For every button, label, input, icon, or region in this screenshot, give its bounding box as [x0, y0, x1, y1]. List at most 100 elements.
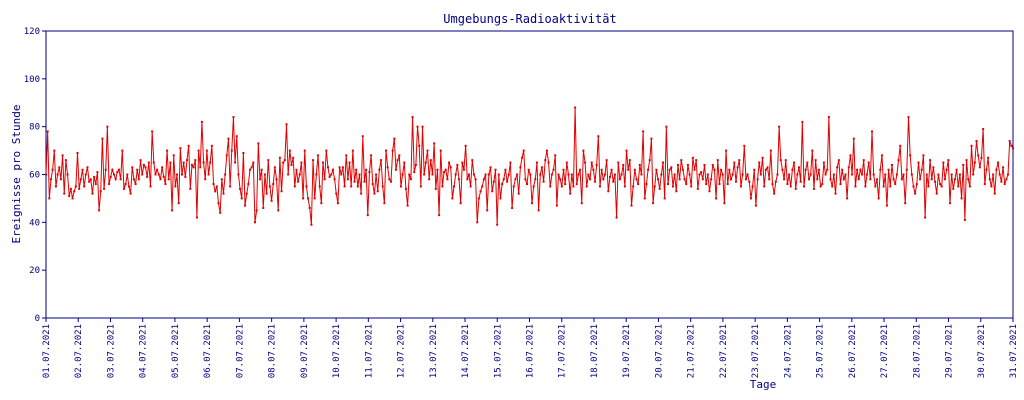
data-point — [89, 178, 92, 181]
data-point — [297, 180, 300, 183]
data-point — [176, 173, 179, 176]
data-point — [759, 173, 762, 176]
data-point — [963, 218, 966, 221]
data-point — [49, 178, 52, 181]
data-point — [434, 187, 437, 190]
data-point — [776, 173, 779, 176]
data-point — [356, 185, 359, 188]
data-point — [195, 216, 198, 219]
data-point — [700, 171, 703, 174]
data-point — [547, 161, 550, 164]
data-point — [199, 166, 202, 169]
data-point — [355, 168, 358, 171]
data-point — [1003, 183, 1006, 186]
data-point — [318, 185, 321, 188]
data-point — [487, 173, 490, 176]
data-point — [365, 168, 368, 171]
data-point — [197, 149, 200, 152]
data-point — [385, 149, 388, 152]
data-point — [312, 159, 315, 162]
x-tick-label: 03.07.2021 — [106, 324, 116, 378]
data-point — [267, 159, 270, 162]
data-point — [915, 183, 918, 186]
data-point — [1012, 147, 1014, 150]
data-point — [209, 161, 212, 164]
data-point — [618, 178, 621, 181]
data-point — [812, 187, 815, 190]
data-point — [315, 173, 318, 176]
data-point — [244, 204, 247, 207]
data-point — [671, 185, 674, 188]
data-point — [623, 185, 626, 188]
data-point — [945, 168, 948, 171]
data-point — [293, 185, 296, 188]
data-point — [418, 144, 421, 147]
data-point — [207, 173, 210, 176]
data-point — [275, 178, 278, 181]
data-point — [774, 180, 777, 183]
data-point — [454, 173, 457, 176]
data-point — [489, 166, 492, 169]
data-point — [451, 197, 454, 200]
data-point — [317, 154, 320, 157]
data-point — [378, 168, 381, 171]
data-point — [975, 140, 978, 143]
data-point — [88, 180, 91, 183]
data-point — [174, 185, 177, 188]
data-point — [806, 161, 809, 164]
data-point — [645, 183, 648, 186]
data-point — [253, 221, 256, 224]
data-point — [132, 178, 135, 181]
data-point — [363, 180, 366, 183]
data-point — [643, 197, 646, 200]
x-tick-label: 12.07.2021 — [397, 324, 407, 378]
data-point — [96, 171, 99, 174]
data-point — [939, 183, 942, 186]
data-point — [872, 173, 875, 176]
data-point — [219, 211, 222, 214]
data-point — [721, 173, 724, 176]
data-point — [914, 192, 917, 195]
data-point — [239, 187, 242, 190]
data-point — [992, 173, 995, 176]
data-point — [46, 130, 49, 133]
data-point — [234, 161, 237, 164]
data-point — [262, 206, 265, 209]
data-point — [535, 161, 538, 164]
data-point — [595, 163, 598, 166]
data-point — [429, 159, 432, 162]
data-point — [590, 161, 593, 164]
data-point — [943, 178, 946, 181]
data-point — [711, 163, 714, 166]
data-point — [214, 190, 217, 193]
data-point — [192, 166, 195, 169]
data-point — [720, 168, 723, 171]
data-point — [479, 190, 482, 193]
data-point — [632, 185, 635, 188]
data-point — [370, 154, 373, 157]
data-point — [897, 159, 900, 162]
data-point — [227, 137, 230, 140]
data-point — [338, 166, 341, 169]
x-tick-label: 08.07.2021 — [268, 324, 278, 378]
data-point — [507, 173, 510, 176]
data-point — [695, 159, 698, 162]
data-point — [832, 173, 835, 176]
data-point — [754, 204, 757, 207]
data-point — [108, 183, 111, 186]
data-point — [690, 185, 693, 188]
data-point — [849, 154, 852, 157]
data-point — [580, 202, 583, 205]
data-point — [635, 178, 638, 181]
x-tick-label: 27.07.2021 — [880, 324, 890, 378]
data-point — [995, 168, 998, 171]
y-axis-label: Ereignisse pro Stunde — [10, 104, 23, 243]
data-point — [879, 168, 882, 171]
data-point — [761, 156, 764, 159]
data-point — [998, 173, 1001, 176]
data-point — [899, 144, 902, 147]
data-point — [361, 135, 364, 138]
data-point — [164, 183, 167, 186]
x-tick-label: 23.07.2021 — [751, 324, 761, 378]
data-point — [539, 173, 542, 176]
